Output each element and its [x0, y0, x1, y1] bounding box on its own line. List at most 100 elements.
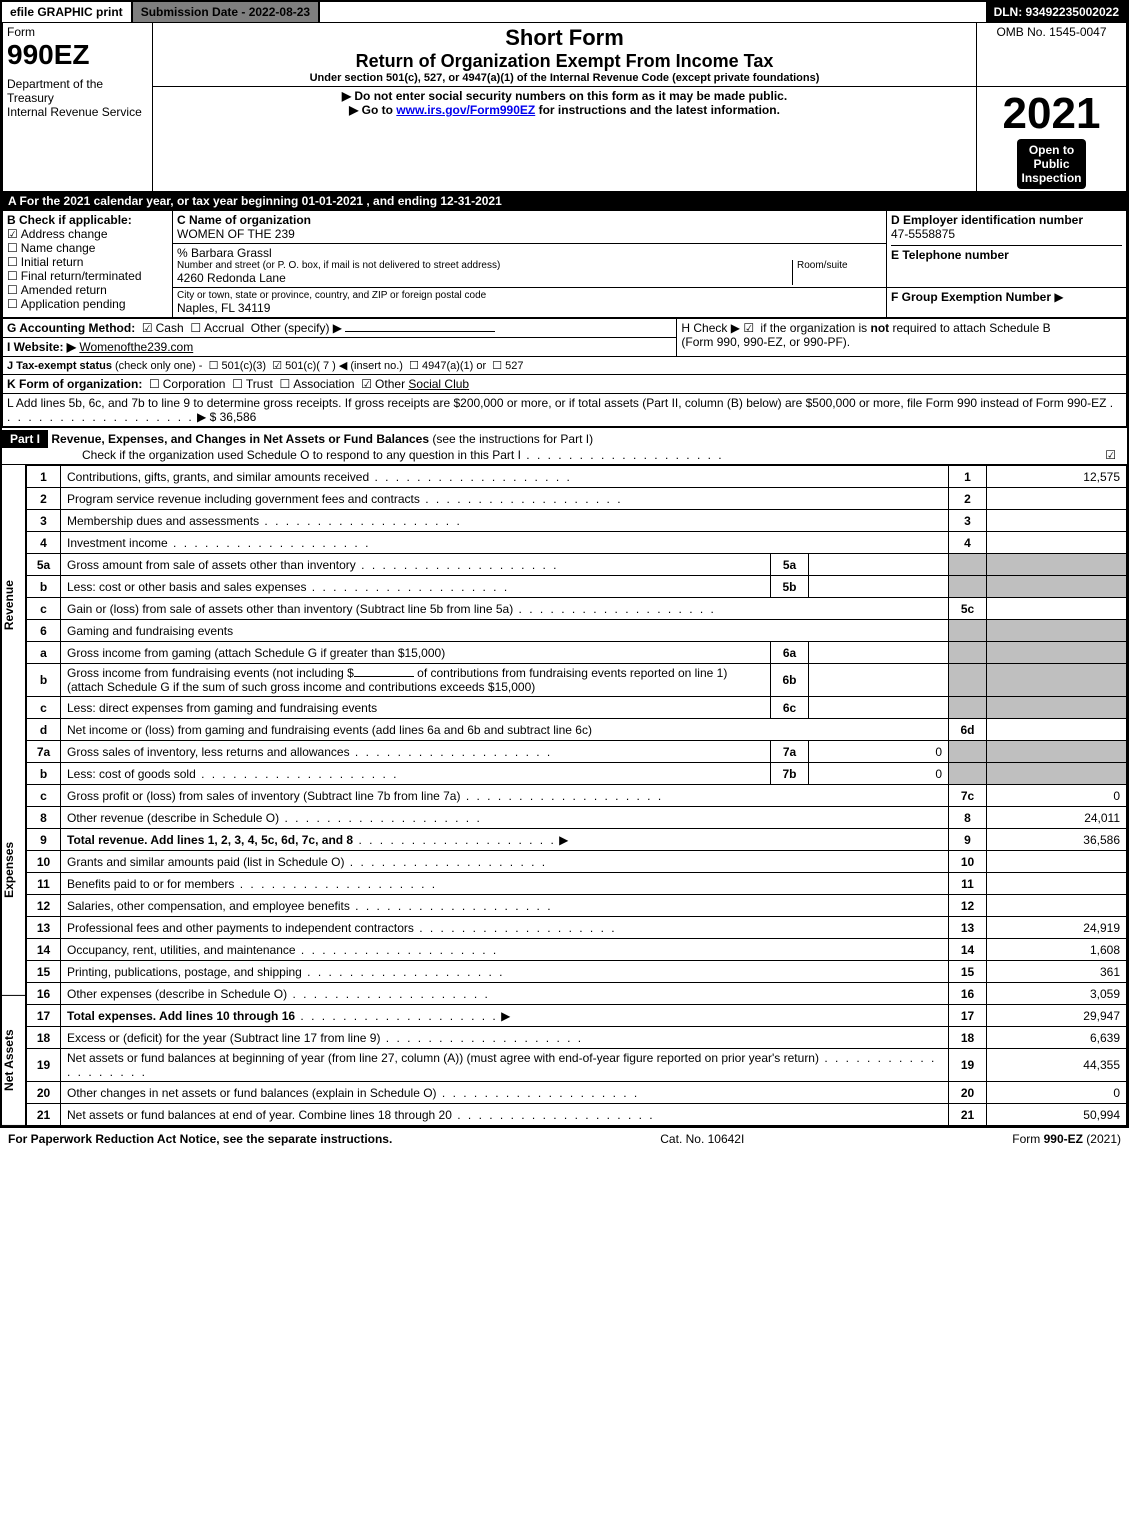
g-other: Other (specify) ▶	[251, 321, 342, 335]
form-number: 990EZ	[7, 39, 148, 71]
city-value: Naples, FL 34119	[177, 301, 882, 315]
chk-other-org[interactable]	[361, 377, 375, 391]
blank-input[interactable]	[354, 676, 414, 677]
row-5c: cGain or (loss) from sale of assets othe…	[27, 598, 1127, 620]
topbar-spacer	[320, 2, 985, 22]
line-k: K Form of organization: Corporation Trus…	[3, 375, 1127, 394]
chk-schedule-o[interactable]	[1105, 448, 1119, 462]
row-5b: bLess: cost or other basis and sales exp…	[27, 576, 1127, 598]
row-6b: bGross income from fundraising events (n…	[27, 664, 1127, 697]
goto-pre: Go to	[362, 103, 397, 117]
row-5a: 5aGross amount from sale of assets other…	[27, 554, 1127, 576]
gh-table: G Accounting Method: Cash Accrual Other …	[2, 318, 1127, 427]
chk-final-return[interactable]: Final return/terminated	[7, 269, 168, 283]
irs-link[interactable]: www.irs.gov/Form990EZ	[396, 103, 535, 117]
row-7c: cGross profit or (loss) from sales of in…	[27, 785, 1127, 807]
part1-check-line: Check if the organization used Schedule …	[82, 448, 521, 462]
box-f: F Group Exemption Number ▶	[887, 288, 1127, 318]
k-other-pre: Other	[375, 377, 408, 391]
short-form-title: Short Form	[157, 25, 972, 51]
chk-name-change[interactable]: Name change	[7, 241, 168, 255]
header-center-bottom: ▶ Do not enter social security numbers o…	[153, 87, 977, 192]
part1-title: Revenue, Expenses, and Changes in Net As…	[51, 432, 429, 446]
g-other-input[interactable]	[345, 331, 495, 332]
box-f-label: F Group Exemption Number	[891, 290, 1051, 304]
chk-application-pending[interactable]: Application pending	[7, 297, 168, 311]
row-19: 19Net assets or fund balances at beginni…	[27, 1049, 1127, 1082]
top-bar: efile GRAPHIC print Submission Date - 20…	[2, 2, 1127, 22]
header-left: Form 990EZ Department of the Treasury In…	[3, 23, 153, 192]
part1-tag: Part I	[2, 430, 48, 448]
chk-4947[interactable]: 4947(a)(1) or	[409, 360, 486, 372]
row-21: 21Net assets or fund balances at end of …	[27, 1104, 1127, 1126]
omb-cell: OMB No. 1545-0047	[977, 23, 1127, 87]
goto-post: for instructions and the latest informat…	[535, 103, 780, 117]
chk-cash[interactable]: Cash	[142, 321, 184, 335]
chk-501c3[interactable]: 501(c)(3)	[209, 360, 267, 372]
box-c-street: % Barbara Grassl Number and street (or P…	[173, 244, 887, 288]
row-7a: 7aGross sales of inventory, less returns…	[27, 741, 1127, 763]
k-label: K Form of organization:	[7, 377, 142, 391]
revenue-label: Revenue	[2, 465, 25, 745]
i-label: I Website: ▶	[7, 340, 76, 354]
tax-year: 2021	[981, 89, 1122, 139]
street-label: Number and street (or P. O. box, if mail…	[177, 260, 792, 271]
chk-address-change[interactable]: Address change	[7, 227, 168, 241]
section-a-bar: A For the 2021 calendar year, or tax yea…	[2, 192, 1127, 210]
chk-accrual[interactable]: Accrual	[190, 321, 244, 335]
info-table: B Check if applicable: Address change Na…	[2, 210, 1127, 318]
line-h: H Check ▶ if the organization is not req…	[677, 319, 1127, 357]
submission-date: Submission Date - 2022-08-23	[133, 2, 320, 22]
expenses-label: Expenses	[2, 745, 25, 996]
footer-left: For Paperwork Reduction Act Notice, see …	[8, 1132, 392, 1146]
chk-corp[interactable]: Corporation	[149, 377, 225, 391]
h-post: if the organization is	[760, 321, 870, 335]
org-name: WOMEN OF THE 239	[177, 227, 882, 241]
netassets-label: Net Assets	[2, 996, 25, 1126]
row-12: 12Salaries, other compensation, and empl…	[27, 895, 1127, 917]
arrow-icon: ▶	[349, 103, 362, 117]
chk-501c[interactable]: 501(c)( 7 ) ◀ (insert no.)	[272, 360, 403, 372]
row-7b: bLess: cost of goods sold7b0	[27, 763, 1127, 785]
line-j: J Tax-exempt status (check only one) - 5…	[3, 357, 1127, 375]
h-not: not	[870, 321, 889, 335]
header-center-top: Short Form Return of Organization Exempt…	[153, 23, 977, 87]
dln-label: DLN: 93492235002022	[986, 2, 1127, 22]
box-c-name: C Name of organization WOMEN OF THE 239	[173, 211, 887, 244]
form-container: efile GRAPHIC print Submission Date - 20…	[0, 0, 1129, 1128]
h-pre: H Check ▶	[681, 321, 740, 335]
irs-label: Internal Revenue Service	[7, 105, 148, 119]
chk-amended-return[interactable]: Amended return	[7, 283, 168, 297]
box-de: D Employer identification number 47-5558…	[887, 211, 1127, 288]
row-6: 6Gaming and fundraising events	[27, 620, 1127, 642]
part1-header: Part I Revenue, Expenses, and Changes in…	[2, 427, 1127, 465]
lines-table: 1Contributions, gifts, grants, and simil…	[26, 465, 1127, 1126]
page-footer: For Paperwork Reduction Act Notice, see …	[0, 1128, 1129, 1150]
row-3: 3Membership dues and assessments3	[27, 510, 1127, 532]
row-18: 18Excess or (deficit) for the year (Subt…	[27, 1027, 1127, 1049]
row-16: 16Other expenses (describe in Schedule O…	[27, 983, 1127, 1005]
part1-body: Revenue Expenses Net Assets 1Contributio…	[2, 465, 1127, 1126]
chk-h[interactable]	[743, 321, 757, 335]
line-g: G Accounting Method: Cash Accrual Other …	[3, 319, 677, 338]
l-amount-label: ▶ $	[197, 410, 220, 424]
l-amount: 36,586	[220, 410, 257, 424]
line-i: I Website: ▶ Womenofthe239.com	[3, 338, 677, 357]
chk-assoc[interactable]: Association	[279, 377, 354, 391]
row-20: 20Other changes in net assets or fund ba…	[27, 1082, 1127, 1104]
dept-label: Department of the Treasury	[7, 77, 148, 105]
care-of: % Barbara Grassl	[177, 246, 882, 260]
h-rest2: (Form 990, 990-EZ, or 990-PF).	[681, 335, 1122, 349]
open-inspection-box: Open to Public Inspection	[1017, 139, 1085, 189]
arrow-icon: ▶	[342, 89, 355, 103]
box-b-title: B Check if applicable:	[7, 213, 168, 227]
room-label: Room/suite	[792, 260, 882, 285]
row-6d: dNet income or (loss) from gaming and fu…	[27, 719, 1127, 741]
row-9: 9Total revenue. Add lines 1, 2, 3, 4, 5c…	[27, 829, 1127, 851]
g-label: G Accounting Method:	[7, 321, 135, 335]
ein-value: 47-5558875	[891, 227, 1122, 241]
chk-initial-return[interactable]: Initial return	[7, 255, 168, 269]
row-2: 2Program service revenue including gover…	[27, 488, 1127, 510]
chk-527[interactable]: 527	[492, 360, 523, 372]
chk-trust[interactable]: Trust	[232, 377, 273, 391]
